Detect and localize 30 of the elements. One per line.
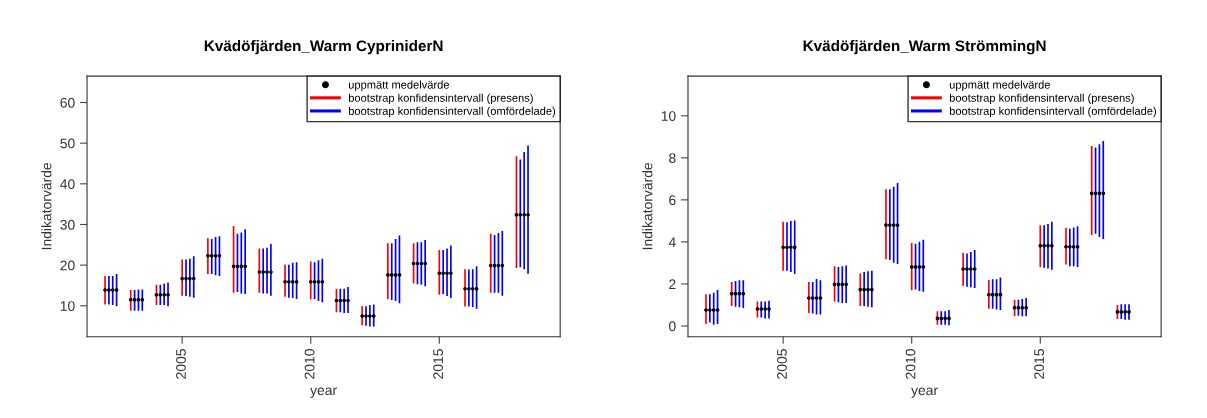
- x-tick-label: 2010: [905, 349, 916, 379]
- y-tick-label: 30: [60, 219, 75, 230]
- chart-title: Kvädöfjärden_Warm StrömmingN: [803, 40, 1046, 55]
- legend-label: bootstrap konfidensintervall (presens): [348, 93, 533, 105]
- y-tick-label: 40: [60, 179, 75, 189]
- y-tick-label: 6: [669, 195, 676, 206]
- legend-label: bootstrap konfidensintervall (omfördelade): [348, 106, 556, 118]
- chart-title: Kvädöfjärden_Warm CypriniderN: [204, 40, 443, 55]
- legend-label: bootstrap konfidensintervall (presens): [949, 93, 1134, 105]
- x-tick-label: 2010: [304, 349, 315, 379]
- x-tick-label: 2015: [433, 349, 444, 379]
- y-tick-label: 8: [669, 153, 676, 164]
- x-axis-title: year: [911, 387, 938, 398]
- y-tick-label: 4: [668, 237, 676, 247]
- x-axis-title: year: [310, 387, 337, 398]
- y-tick-label: 20: [60, 260, 75, 271]
- y-tick-label: 10: [60, 301, 75, 311]
- y-tick-label: 50: [60, 138, 75, 149]
- y-tick-label: 10: [661, 111, 676, 121]
- legend-label: uppmätt medelvärde: [949, 80, 1050, 91]
- y-tick-label: 2: [669, 279, 676, 289]
- y-tick-label: 0: [669, 321, 676, 332]
- y-axis-title: Indikatorvärde: [41, 162, 52, 250]
- x-tick-label: 2005: [777, 349, 787, 379]
- legend-label: uppmätt medelvärde: [348, 80, 450, 91]
- x-tick-label: 2005: [176, 349, 186, 379]
- x-tick-label: 2015: [1034, 349, 1044, 379]
- y-axis-title: Indikatorvärde: [642, 162, 653, 250]
- legend-label: bootstrap konfidensintervall (omfördelade): [949, 106, 1157, 118]
- y-tick-label: 60: [60, 97, 75, 108]
